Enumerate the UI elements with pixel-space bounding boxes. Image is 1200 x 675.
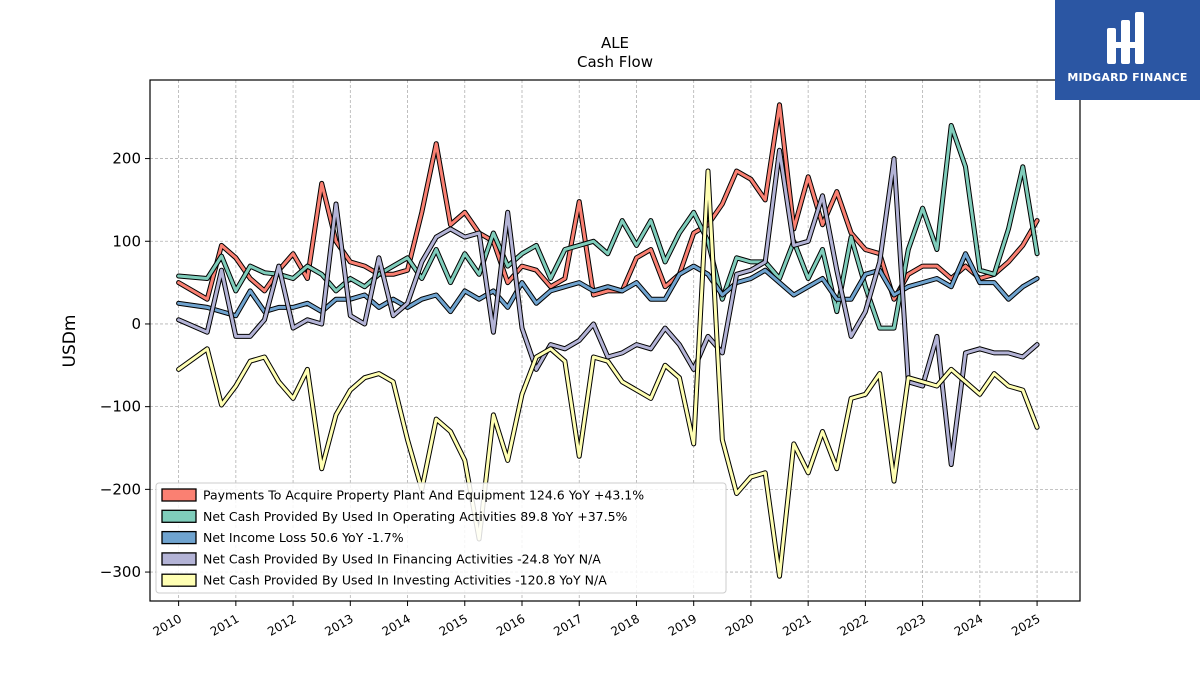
legend-entry: Net Cash Provided By Used In Financing A… <box>203 551 601 566</box>
y-tick-label: −300 <box>100 563 141 581</box>
legend-swatch <box>161 488 197 502</box>
legend-entry: Net Income Loss 50.6 YoY -1.7% <box>203 530 404 545</box>
y-axis-label: USDm <box>60 315 80 368</box>
x-tick-label: 2015 <box>437 611 470 638</box>
x-tick-label: 2010 <box>151 611 184 638</box>
x-tick-label: 2012 <box>265 611 298 638</box>
legend-swatch <box>161 530 197 545</box>
series-line-outline <box>176 147 1040 467</box>
series-line <box>177 148 1039 466</box>
x-tick-label: 2021 <box>780 611 813 638</box>
series-line <box>177 103 1039 301</box>
chart-title: ALE <box>601 34 629 52</box>
logo-text: MIDGARD FINANCE <box>1067 71 1188 84</box>
plot-frame <box>149 79 1081 602</box>
series-line <box>177 169 1039 578</box>
x-tick-label: 2018 <box>609 611 642 638</box>
x-tick-label: 2020 <box>723 611 756 638</box>
x-axis: 2010 2011 2012 2013 2014 2015 2016 2017 2018 2019… <box>151 601 1043 639</box>
legend-swatch <box>161 573 197 587</box>
legend-entry: Payments To Acquire Property Plant And E… <box>203 488 644 503</box>
x-tick-label: 2025 <box>1009 611 1042 638</box>
y-tick-label: 100 <box>112 232 141 250</box>
y-tick-label: −100 <box>100 398 141 416</box>
legend-swatch <box>161 552 197 566</box>
y-axis: 200 100 0 −100 −200 −300 <box>100 150 150 581</box>
x-tick-label: 2022 <box>837 611 870 638</box>
x-tick-label: 2019 <box>666 611 699 638</box>
x-tick-label: 2023 <box>895 611 928 638</box>
series-layer <box>176 102 1040 579</box>
legend: Payments To Acquire Property Plant And E… <box>155 482 727 594</box>
series-line <box>177 124 1039 330</box>
y-tick-label: 200 <box>112 150 141 168</box>
y-tick-label: 0 <box>131 315 141 333</box>
logo-mark-icon <box>1107 12 1144 64</box>
x-tick-label: 2013 <box>322 611 355 638</box>
legend-swatch <box>161 509 197 523</box>
x-tick-label: 2014 <box>380 611 413 638</box>
x-tick-label: 2011 <box>208 611 241 638</box>
series-line <box>177 252 1039 318</box>
x-tick-label: 2016 <box>494 611 527 638</box>
legend-frame <box>155 482 727 594</box>
y-tick-label: −200 <box>100 480 141 498</box>
midgard-finance-logo: MIDGARD FINANCE <box>1055 0 1200 100</box>
x-tick-label: 2024 <box>952 611 985 638</box>
series-line-outline <box>176 123 1040 331</box>
legend-entry: Net Cash Provided By Used In Operating A… <box>203 509 628 524</box>
legend-entry: Net Cash Provided By Used In Investing A… <box>203 573 607 588</box>
x-tick-label: 2017 <box>551 611 584 638</box>
chart-subtitle: Cash Flow <box>577 53 653 71</box>
